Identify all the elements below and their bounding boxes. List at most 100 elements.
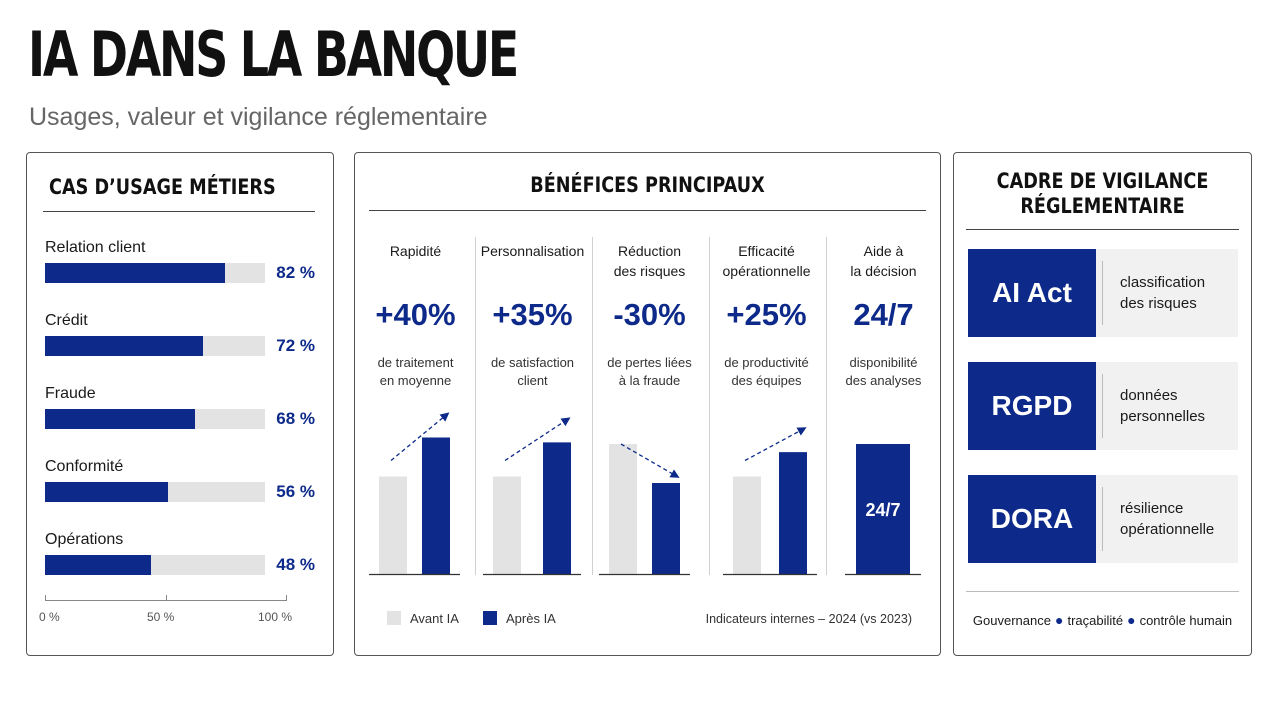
bar-before bbox=[609, 444, 637, 574]
legend-swatch-before bbox=[387, 611, 401, 625]
benefit-heading: Rapidité bbox=[389, 243, 442, 259]
axis-label-0: 0 % bbox=[39, 610, 60, 624]
use-case-bar bbox=[45, 263, 226, 283]
legend-label-before: Avant IA bbox=[410, 611, 459, 626]
use-case-value: 56 % bbox=[276, 482, 315, 501]
benefits-chart: 24/7 bbox=[369, 412, 921, 576]
use-case-label: Crédit bbox=[45, 312, 88, 329]
regulation-footer-separator bbox=[966, 591, 1239, 592]
use-case-label: Opérations bbox=[45, 531, 124, 548]
use-cases-panel: CAS D’USAGE MÉTIERS Relation client 82 % C… bbox=[26, 152, 334, 656]
bar-label-24-7: 24/7 bbox=[865, 500, 900, 520]
use-case-value: 72 % bbox=[276, 336, 315, 355]
regulation-item: RGPD données personnelles bbox=[968, 362, 1238, 450]
benefits-separator bbox=[369, 210, 926, 211]
regulation-divider bbox=[1102, 261, 1103, 325]
benefit-heading: Aide à la décision bbox=[850, 243, 917, 279]
footer-item-tracabilite: traçabilité bbox=[1067, 613, 1124, 628]
use-case-value: 82 % bbox=[276, 263, 315, 282]
benefit-heading: Efficacité opérationnelle bbox=[722, 243, 811, 279]
benefit-column: Efficacité opérationnelle +25% de producti… bbox=[708, 235, 825, 575]
bar-before bbox=[493, 476, 521, 574]
regulation-name: RGPD bbox=[968, 362, 1096, 450]
governance-footer: Gouvernance ● traçabilité ● contrôle humain bbox=[954, 612, 1251, 628]
trend-up-arrow-icon bbox=[390, 412, 450, 462]
use-case-bar bbox=[45, 555, 151, 575]
bullet-dot-icon: ● bbox=[1127, 612, 1136, 628]
use-cases-title: CAS D’USAGE MÉTIERS bbox=[49, 175, 276, 199]
axis-tick bbox=[166, 595, 167, 601]
benefit-value: -30% bbox=[613, 297, 686, 332]
bullet-dot-icon: ● bbox=[1054, 612, 1064, 628]
bar-after bbox=[422, 437, 450, 574]
benefit-description: de productivité des équipes bbox=[724, 355, 809, 388]
regulation-separator bbox=[966, 229, 1239, 230]
benefit-value: 24/7 bbox=[853, 297, 914, 332]
use-case-bar bbox=[45, 409, 195, 429]
axis-label-100: 100 % bbox=[258, 610, 293, 624]
regulation-divider bbox=[1102, 374, 1103, 438]
column-divider bbox=[591, 237, 593, 575]
use-cases-separator bbox=[43, 211, 315, 212]
regulation-name: AI Act bbox=[968, 249, 1096, 337]
use-case-bar bbox=[45, 336, 204, 356]
column-divider bbox=[474, 237, 476, 575]
use-case-label: Fraude bbox=[45, 385, 96, 402]
benefit-column: Aide à la décision 24/7 disponibilité des … bbox=[825, 235, 942, 575]
regulation-description: résilience opérationnelle bbox=[1120, 500, 1215, 538]
use-case-label: Relation client bbox=[45, 239, 146, 256]
axis-tick bbox=[45, 595, 46, 601]
use-case-value: 48 % bbox=[276, 555, 315, 574]
bar-after bbox=[543, 442, 571, 574]
regulation-title-line1: CADRE DE VIGILANCE bbox=[996, 169, 1209, 193]
benefit-value: +35% bbox=[492, 297, 573, 332]
use-case-track bbox=[45, 336, 265, 356]
regulation-divider bbox=[1102, 487, 1103, 551]
regulation-panel: CADRE DE VIGILANCE RÉGLEMENTAIRE AI Act c… bbox=[953, 152, 1252, 656]
trend-up-arrow-icon bbox=[744, 427, 807, 462]
benefit-column: Réduction des risques -30% de pertes liées… bbox=[591, 235, 708, 575]
bar-after bbox=[856, 444, 910, 574]
page-subtitle: Usages, valeur et vigilance réglementair… bbox=[29, 103, 488, 131]
bar-after bbox=[652, 483, 680, 574]
bar-after bbox=[779, 452, 807, 574]
source-note: Indicateurs internes – 2024 (vs 2023) bbox=[705, 612, 912, 626]
column-divider bbox=[708, 237, 710, 575]
trend-down-arrow-icon bbox=[620, 443, 680, 478]
footer-item-controle-humain: contrôle humain bbox=[1139, 613, 1233, 628]
legend-swatch-after bbox=[483, 611, 497, 625]
benefit-heading: Personnalisation bbox=[480, 243, 585, 259]
bar-before bbox=[733, 476, 761, 574]
use-case-track bbox=[45, 263, 265, 283]
use-case-track bbox=[45, 409, 265, 429]
bar-before bbox=[379, 476, 407, 574]
page-title: IA DANS LA BANQUE bbox=[28, 18, 519, 91]
use-case-track bbox=[45, 555, 265, 575]
benefit-description: de pertes liées à la fraude bbox=[607, 355, 692, 388]
benefits-title: BÉNÉFICES PRINCIPAUX bbox=[530, 173, 765, 197]
axis-tick bbox=[286, 595, 287, 601]
use-case-track bbox=[45, 482, 265, 502]
benefit-column: Rapidité +40% de traitement en moyenne bbox=[357, 235, 474, 575]
regulation-description: données personnelles bbox=[1120, 387, 1206, 425]
regulation-item: DORA résilience opérationnelle bbox=[968, 475, 1238, 563]
use-case-label: Conformité bbox=[45, 458, 124, 475]
benefit-description: de traitement en moyenne bbox=[377, 355, 454, 388]
benefit-value: +25% bbox=[726, 297, 807, 332]
use-case-value: 68 % bbox=[276, 409, 315, 428]
regulation-item: AI Act classification des risques bbox=[968, 249, 1238, 337]
regulation-description: classification des risques bbox=[1120, 274, 1206, 312]
benefit-value: +40% bbox=[375, 297, 456, 332]
legend-label-after: Après IA bbox=[506, 611, 556, 626]
benefit-heading: Réduction des risques bbox=[613, 243, 686, 279]
regulation-name: DORA bbox=[968, 475, 1096, 563]
column-divider bbox=[825, 237, 827, 575]
benefit-column: Personnalisation +35% de satisfaction clie… bbox=[474, 235, 591, 575]
footer-item-gouvernance: Gouvernance bbox=[972, 613, 1051, 628]
use-case-bar bbox=[45, 482, 169, 502]
benefit-description: disponibilité des analyses bbox=[845, 355, 922, 388]
benefit-description: de satisfaction client bbox=[490, 355, 575, 388]
regulation-title-line2: RÉGLEMENTAIRE bbox=[1020, 194, 1185, 218]
axis-label-50: 50 % bbox=[147, 610, 175, 624]
trend-up-arrow-icon bbox=[504, 417, 571, 462]
